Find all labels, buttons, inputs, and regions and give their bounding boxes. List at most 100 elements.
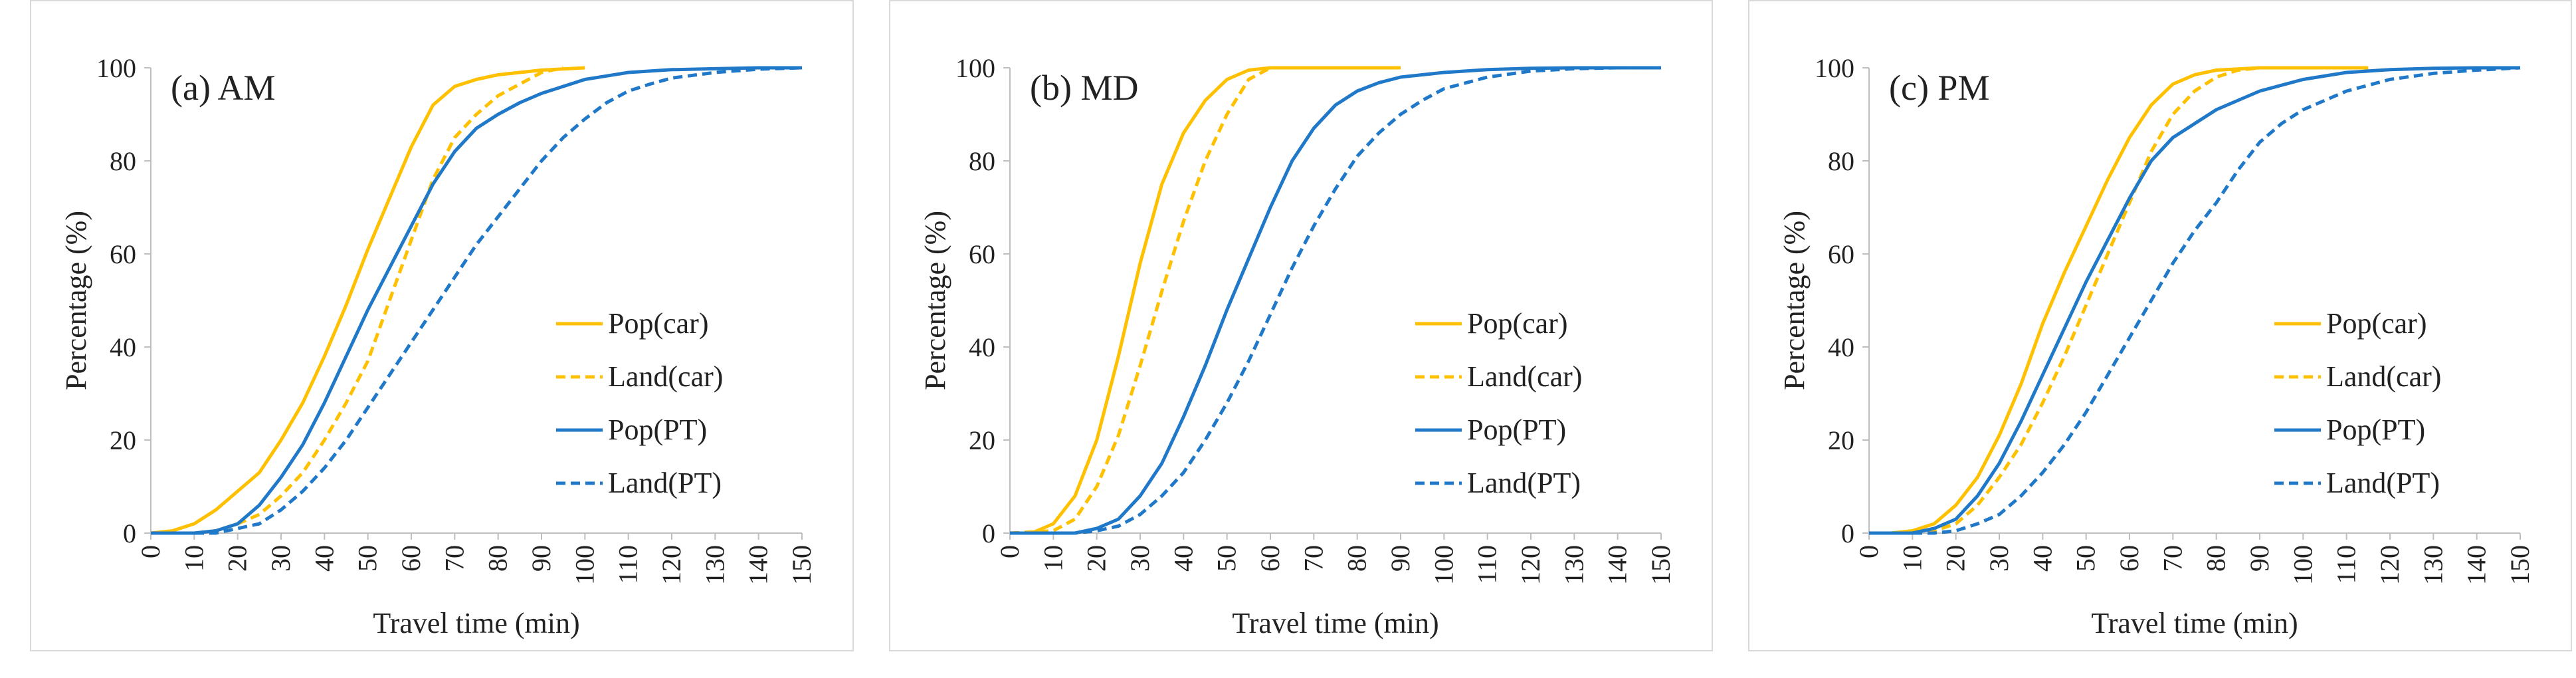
x-tick-label: 130 — [1559, 545, 1589, 585]
legend-label-pop-car: Pop(car) — [608, 307, 709, 340]
series-line-land-car — [151, 66, 564, 535]
x-tick-label: 40 — [1168, 545, 1198, 572]
x-tick-label: 130 — [2418, 545, 2448, 585]
panel-title: (c) PM — [1889, 68, 1989, 108]
y-tick-label: 20 — [110, 425, 136, 455]
y-axis-title: Percentage (%) — [919, 211, 951, 390]
x-tick-label: 20 — [223, 545, 252, 572]
x-tick-label: 130 — [700, 545, 730, 585]
y-tick-label: 40 — [969, 332, 995, 362]
x-tick-label: 60 — [2114, 545, 2144, 572]
legend-label-pop-car: Pop(car) — [2326, 307, 2427, 340]
legend-label-pop-car: Pop(car) — [1467, 307, 1568, 340]
series-line-land-car — [1869, 66, 2260, 535]
x-tick-label: 150 — [1646, 545, 1676, 585]
y-tick-label: 0 — [982, 518, 995, 548]
y-tick-label: 0 — [123, 518, 136, 548]
x-tick-label: 80 — [483, 545, 513, 572]
chart-md-svg: 0 20 40 60 80 100 0 10 20 30 40 50 60 70 80 90 100 110 120… — [919, 53, 1676, 639]
series-line-pop-pt — [1010, 66, 1661, 535]
x-tick-label: 50 — [2071, 545, 2101, 572]
x-tick-label: 100 — [1429, 545, 1458, 585]
x-tick-label: 100 — [2288, 545, 2318, 585]
chart-panel-md: 0 20 40 60 80 100 0 10 20 30 40 50 60 70 80 90 100 110 120… — [889, 0, 1713, 651]
y-tick-label: 80 — [110, 146, 136, 176]
x-tick-label: 100 — [569, 545, 599, 585]
x-tick-label: 70 — [1298, 545, 1328, 572]
series-line-land-pt — [1010, 66, 1661, 535]
legend-label-land-car: Land(car) — [608, 360, 723, 393]
y-tick-label: 60 — [110, 239, 136, 269]
y-tick-label: 60 — [1828, 239, 1854, 269]
x-tick-label: 70 — [439, 545, 469, 572]
x-tick-label: 110 — [1472, 545, 1502, 584]
x-tick-label: 10 — [179, 545, 209, 572]
x-tick-label: 10 — [1897, 545, 1927, 572]
x-tick-label: 150 — [2505, 545, 2535, 585]
legend-label-pop-pt: Pop(PT) — [1467, 413, 1566, 446]
series-line-pop-car — [1869, 66, 2369, 535]
chart-panel-am: 0 20 40 60 80 100 0 10 20 30 40 50 60 70 80 90 100 110 120… — [30, 0, 854, 651]
y-tick-label: 60 — [969, 239, 995, 269]
series-line-land-pt — [151, 66, 803, 535]
x-tick-label: 120 — [1516, 545, 1545, 585]
x-tick-label: 110 — [613, 545, 643, 584]
x-tick-label: 10 — [1038, 545, 1068, 572]
x-tick-label: 120 — [656, 545, 686, 585]
chart-am-svg: 0 20 40 60 80 100 0 10 20 30 40 50 60 70 80 90 100 110 120… — [60, 53, 817, 639]
y-tick-label: 40 — [110, 332, 136, 362]
panel-title: (a) AM — [171, 68, 275, 108]
chart-pm-svg: 0 20 40 60 80 100 0 10 20 30 40 50 60 70 80 90 100 110 120… — [1778, 53, 2535, 639]
chart-panel-pm: 0 20 40 60 80 100 0 10 20 30 40 50 60 70 80 90 100 110 120… — [1748, 0, 2572, 651]
y-tick-label: 80 — [1828, 146, 1854, 176]
x-tick-label: 90 — [1385, 545, 1415, 572]
x-tick-label: 0 — [995, 545, 1025, 558]
x-tick-label: 20 — [1082, 545, 1112, 572]
y-tick-label: 80 — [969, 146, 995, 176]
legend-label-land-pt: Land(PT) — [1467, 467, 1581, 499]
y-tick-label: 40 — [1828, 332, 1854, 362]
y-tick-label: 20 — [969, 425, 995, 455]
x-tick-label: 110 — [2331, 545, 2361, 584]
legend-label-land-pt: Land(PT) — [608, 467, 722, 499]
y-tick-label: 100 — [96, 53, 136, 83]
y-tick-label: 100 — [1815, 53, 1854, 83]
series-line-pop-pt — [151, 66, 802, 535]
x-tick-label: 80 — [1342, 545, 1372, 572]
x-tick-label: 90 — [526, 545, 556, 572]
x-tick-label: 40 — [2027, 545, 2057, 572]
y-tick-label: 0 — [1841, 518, 1854, 548]
series-line-land-pt — [1869, 66, 2521, 535]
x-tick-label: 60 — [1255, 545, 1285, 572]
x-tick-label: 50 — [1212, 545, 1242, 572]
legend-label-pop-pt: Pop(PT) — [608, 413, 707, 446]
y-axis-title: Percentage (%) — [60, 211, 92, 390]
x-tick-label: 140 — [2462, 545, 2492, 585]
x-tick-label: 150 — [787, 545, 817, 585]
y-axis-title: Percentage (%) — [1778, 211, 1811, 390]
x-tick-label: 0 — [1854, 545, 1884, 558]
x-tick-label: 0 — [136, 545, 165, 558]
x-tick-label: 140 — [743, 545, 773, 585]
y-tick-label: 20 — [1828, 425, 1854, 455]
series-line-pop-car — [1010, 66, 1401, 535]
x-tick-label: 140 — [1603, 545, 1633, 585]
legend-label-land-car: Land(car) — [1467, 360, 1582, 393]
series-line-pop-car — [150, 66, 585, 535]
x-tick-label: 40 — [309, 545, 339, 572]
x-tick-label: 90 — [2244, 545, 2274, 572]
y-tick-label: 100 — [955, 53, 995, 83]
x-axis-title: Travel time (min) — [2091, 607, 2298, 639]
x-tick-label: 50 — [353, 545, 383, 572]
x-axis-title: Travel time (min) — [373, 607, 579, 639]
x-tick-label: 30 — [1125, 545, 1155, 572]
x-axis-title: Travel time (min) — [1232, 607, 1438, 639]
x-tick-label: 20 — [1941, 545, 1971, 572]
x-tick-label: 120 — [2375, 545, 2405, 585]
legend-label-land-car: Land(car) — [2326, 360, 2441, 393]
series-line-land-car — [1009, 66, 1272, 535]
legend-label-pop-pt: Pop(PT) — [2326, 413, 2425, 446]
x-tick-label: 30 — [1984, 545, 2014, 572]
x-tick-label: 60 — [396, 545, 426, 572]
legend-label-land-pt: Land(PT) — [2326, 467, 2440, 499]
